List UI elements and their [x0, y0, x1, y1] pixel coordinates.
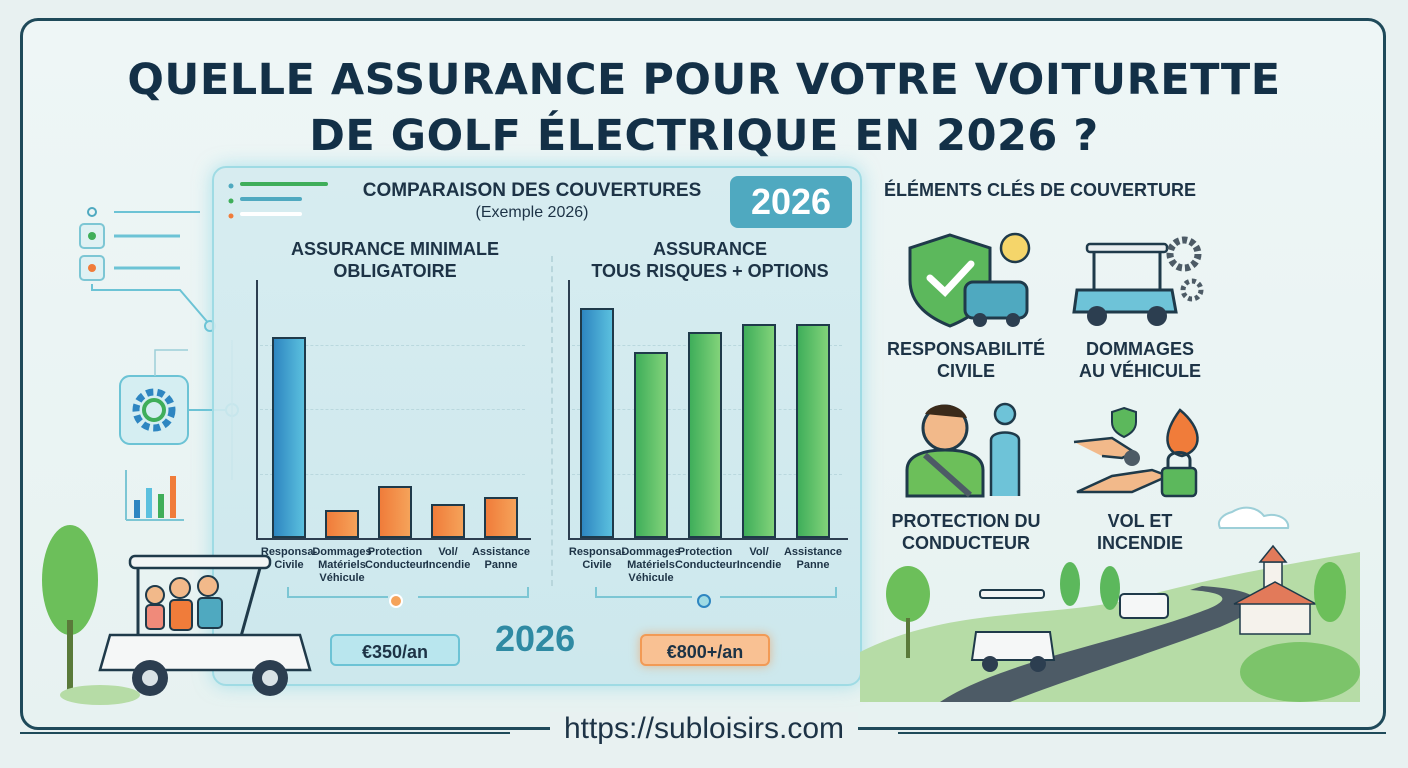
feature-protection: PROTECTION DU CONDUCTEUR: [866, 510, 1066, 554]
page-title: QUELLE ASSURANCE POUR VOTRE VOITURETTE D…: [0, 52, 1408, 164]
feature-line: DOMMAGES: [1086, 339, 1194, 359]
chart1-bar-3: [378, 486, 412, 538]
chart1-gridline: [260, 473, 525, 475]
chart2-title-line-2: TOUS RISQUES + OPTIONS: [591, 261, 829, 281]
panel-subtitle: (Exemple 2026): [475, 204, 589, 221]
price-all-risks: €800+/an: [640, 634, 770, 666]
chart2-bar-4: [742, 323, 776, 538]
feature-line: CONDUCTEUR: [902, 533, 1030, 553]
chart1-tick-label-2: Dommages Matériels Véhicule: [312, 546, 372, 584]
chart1-bar-2: [325, 509, 359, 538]
chart1-tick-label-5: Assistance Panne: [471, 546, 531, 571]
feature-line: PROTECTION DU: [891, 511, 1041, 531]
chart2-y-axis: [568, 280, 570, 538]
title-line-2: DE GOLF ÉLECTRIQUE EN 2026 ?: [309, 111, 1099, 161]
features-heading: ÉLÉMENTS CLÉS DE COUVERTURE: [884, 180, 1197, 200]
landscape-road-illustration: [860, 506, 1360, 702]
chart1-x-axis: [256, 538, 531, 540]
chart2-bar-1: [580, 308, 614, 538]
chart2-tick-label-5: Assistance Panne: [783, 546, 843, 571]
footer-rule-right: [898, 732, 1386, 734]
chart2-tick-label-3: Protection Conducteur: [675, 546, 737, 571]
chart2-tick-label-1: Responsa- Civile: [568, 546, 626, 571]
year-badge: 2026: [730, 176, 852, 228]
driver-seatbelt-icon: [905, 402, 1021, 498]
feature-vol-incendie: VOL ET INCENDIE: [1040, 510, 1240, 554]
price-minimal: €350/an: [330, 634, 460, 666]
feature-line: AU VÉHICULE: [1078, 361, 1201, 381]
gear-icon: [119, 340, 239, 480]
chart2-tick-label-2: Dommages Matériels Véhicule: [621, 546, 681, 584]
feature-line: RESPONSABILITÉ: [886, 339, 1046, 359]
chart1-y-axis: [256, 280, 258, 538]
feature-line: INCENDIE: [1096, 533, 1183, 553]
chart2-title-line-1: ASSURANCE: [652, 239, 767, 259]
feature-line: CIVILE: [936, 361, 995, 381]
window-lines-icon: [228, 182, 328, 227]
golf-cart-gear-icon: [1072, 236, 1204, 326]
hand-lock-fire-icon: [1073, 406, 1199, 498]
chart1-tick-label-3: Protection Conducteur: [365, 546, 427, 571]
chart1-tick-label-4: Vol/Incendie: [425, 546, 471, 571]
chart2-x-axis: [568, 538, 848, 540]
chart1-title: ASSURANCE MINIMALE OBLIGATOIRE: [250, 238, 540, 282]
footer-url-text[interactable]: https://subloisirs.com: [549, 712, 859, 745]
chart1-bar-1: [272, 336, 306, 538]
chart2-bar-5: [796, 323, 830, 538]
chart1-title-line-1: ASSURANCE MINIMALE: [290, 239, 499, 259]
mini-chart-icon: [125, 470, 184, 521]
chart1-tick-label-1: Responsa- Civile: [260, 546, 318, 571]
footer-url[interactable]: https://subloisirs.com: [0, 712, 1408, 746]
chart1-bar-5: [484, 496, 518, 538]
chart2-bar-3: [688, 331, 722, 538]
panel-title: COMPARAISON DES COUVERTURES: [362, 180, 702, 201]
chart1-gridline: [260, 344, 525, 346]
feature-dommages: DOMMAGES AU VÉHICULE: [1040, 338, 1240, 382]
chart1-title-line-2: OBLIGATOIRE: [333, 261, 457, 281]
left-ui-decoration: [79, 207, 239, 521]
golf-cart-family-illustration: [42, 525, 312, 705]
chart-divider: [551, 256, 553, 586]
chart2-title: ASSURANCE TOUS RISQUES + OPTIONS: [560, 238, 860, 282]
chart2-bar-2: [634, 352, 668, 538]
chart1-bracket: [287, 587, 529, 608]
window-dots-icon: [228, 183, 234, 219]
chart1-gridline: [260, 409, 525, 410]
year-label: 2026: [495, 618, 576, 659]
chart2-bracket: [595, 587, 837, 608]
feature-responsabilite: RESPONSABILITÉ CIVILE: [866, 338, 1066, 382]
feature-line: VOL ET: [1107, 511, 1173, 531]
chart2-tick-label-4: Vol/Incendie: [736, 546, 782, 571]
chart1-bar-4: [431, 504, 465, 538]
bullet-list-icon: [79, 207, 216, 332]
footer-rule-left: [20, 732, 510, 734]
title-line-1: QUELLE ASSURANCE POUR VOTRE VOITURETTE: [127, 55, 1281, 105]
shield-car-icon: [908, 232, 1031, 328]
